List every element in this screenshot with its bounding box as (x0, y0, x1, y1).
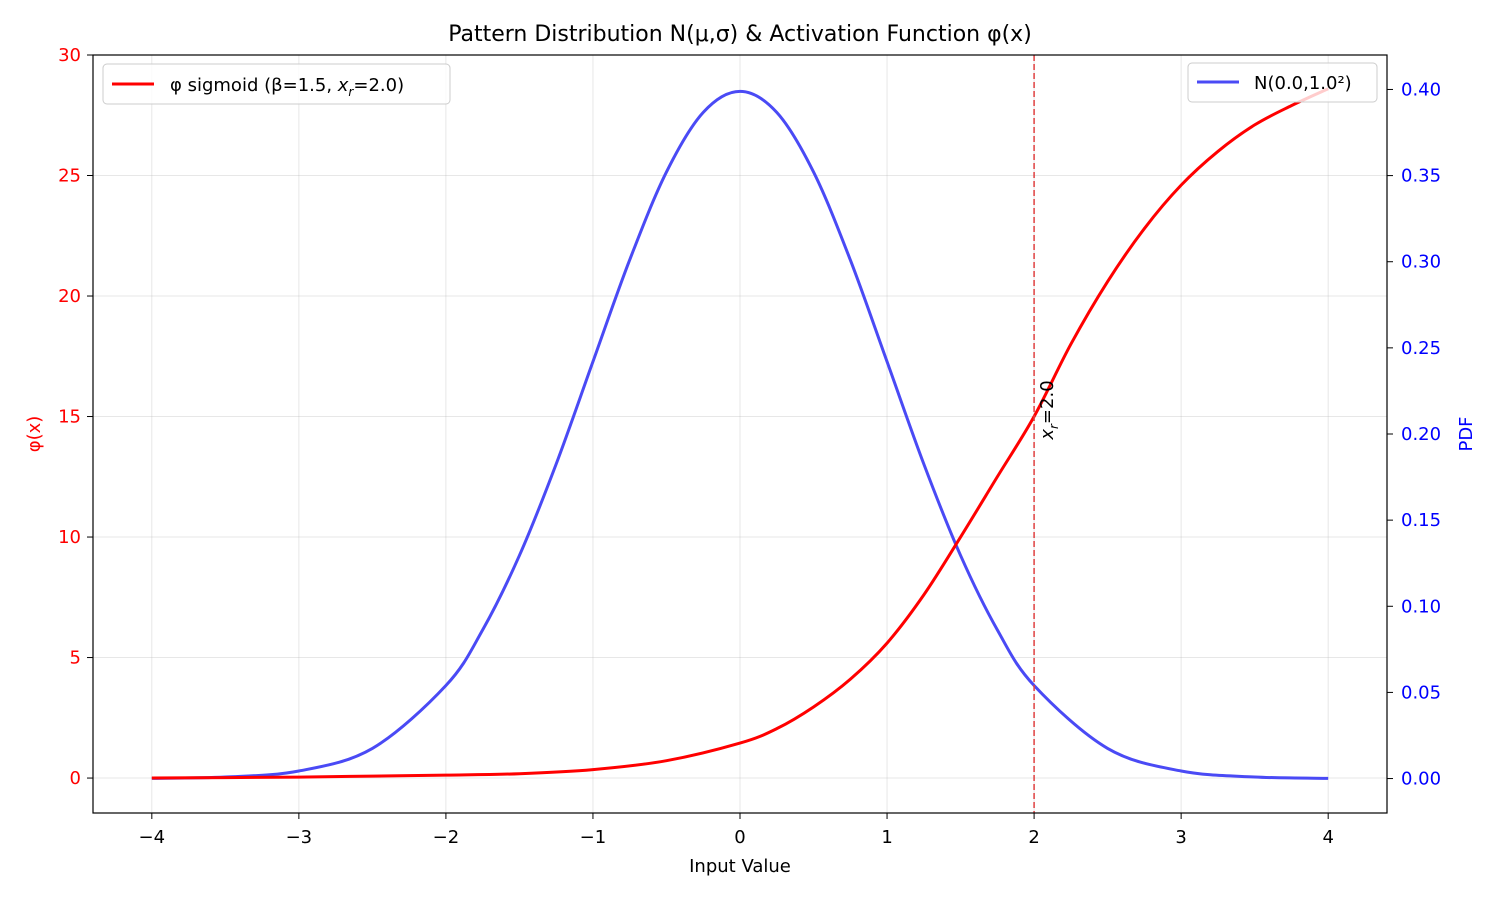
y-right-tick-label: 0.00 (1401, 769, 1441, 790)
legend-sigmoid-label: φ sigmoid (β=1.5, xr=2.0) (170, 75, 404, 99)
legend-right: N(0.0,1.0²) (1187, 62, 1378, 103)
y-left-tick-label: 0 (70, 768, 81, 789)
x-tick-label: 2 (1028, 827, 1039, 848)
series-line-normal-pdf (151, 89, 1329, 780)
y-left-tick-label: 10 (58, 527, 81, 548)
threshold-label-sub: r (1047, 423, 1061, 429)
threshold-marker: xr=2.0 (1033, 55, 1061, 813)
y-right-tick-label: 0.20 (1401, 424, 1441, 445)
series-layer (151, 87, 1329, 780)
legend-sigmoid-x: x (337, 75, 349, 96)
y-right-tick-label: 0.35 (1401, 166, 1441, 187)
threshold-label-value: =2.0 (1037, 380, 1058, 424)
x-tick-label: −2 (433, 827, 460, 848)
threshold-label: xr=2.0 (1037, 380, 1061, 440)
x-tick-label: −4 (139, 827, 166, 848)
y-right-tick-label: 0.15 (1401, 510, 1441, 531)
y-left-tick-label: 15 (58, 407, 81, 428)
y-right-axis-label: PDF (1456, 416, 1477, 451)
grid (93, 54, 1387, 813)
legend-normal-label: N(0.0,1.0²) (1254, 73, 1352, 94)
series-line-sigmoid (151, 87, 1329, 780)
legend-right-box (1187, 62, 1378, 103)
chart-title: Pattern Distribution N(μ,σ) & Activation… (448, 22, 1032, 47)
legend-sigmoid-sub: r (348, 85, 354, 99)
threshold-label-x: x (1037, 429, 1058, 441)
y-right-tick-label: 0.30 (1401, 252, 1441, 273)
legend-left: φ sigmoid (β=1.5, xr=2.0) (102, 63, 451, 105)
y-right-tick-label: 0.40 (1401, 79, 1441, 100)
y-right-tick-label: 0.10 (1401, 596, 1441, 617)
x-tick-label: 4 (1322, 827, 1333, 848)
x-tick-label: −1 (580, 827, 607, 848)
y-right-tick-label: 0.25 (1401, 338, 1441, 359)
axis-ticks: −4 −3 −2 −1 0 1 2 3 4 0 5 10 15 20 25 30 0.00 0.05 0.10 0.1… (58, 45, 1441, 848)
x-tick-label: 3 (1175, 827, 1186, 848)
y-left-tick-label: 20 (58, 286, 81, 307)
x-axis-label: Input Value (689, 856, 791, 877)
y-left-tick-label: 5 (70, 648, 81, 669)
y-left-tick-label: 25 (58, 166, 81, 187)
x-tick-label: −3 (286, 827, 313, 848)
legend-left-box (102, 63, 451, 105)
x-tick-label: 0 (734, 827, 745, 848)
legend-sigmoid-prefix: φ sigmoid (β=1.5, (170, 75, 338, 96)
y-left-tick-label: 30 (58, 45, 81, 66)
y-left-axis-label: φ(x) (24, 416, 45, 453)
y-right-tick-label: 0.05 (1401, 682, 1441, 703)
x-tick-label: 1 (881, 827, 892, 848)
legend-sigmoid-suffix: =2.0) (353, 75, 404, 96)
